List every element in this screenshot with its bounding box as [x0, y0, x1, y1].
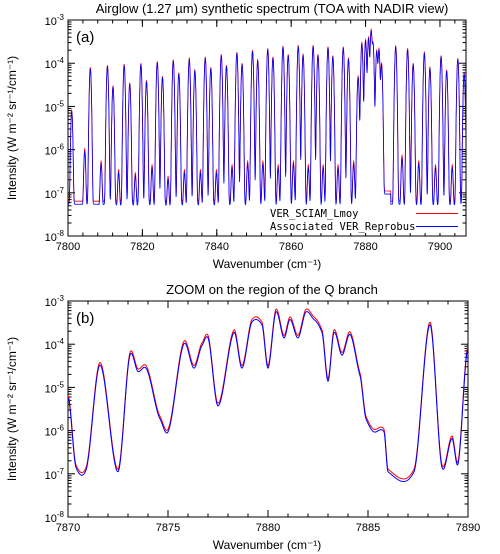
panel-b-x-axis-label: Wavenumber (cm⁻¹) [213, 538, 322, 552]
y-tick-label: 10-3 [45, 294, 65, 309]
panel-b-plot-area [67, 300, 469, 518]
y-tick-label: 10-5 [45, 99, 65, 114]
x-tick-label: 7900 [428, 241, 452, 253]
series-line-reprobus [67, 311, 469, 483]
y-tick-label: 10-4 [45, 56, 65, 71]
y-tick-label: 10-4 [45, 337, 65, 352]
panel-a-x-axis-label: Wavenumber (cm⁻¹) [213, 257, 322, 271]
x-tick-label: 7885 [356, 522, 380, 534]
panel-b-series-lines [67, 308, 469, 483]
panel-b-y-axis-label: Intensity (W m⁻² sr⁻¹/cm⁻¹) [5, 337, 19, 481]
panel-b: ZOOM on the region of the Q branch (b) 7… [5, 282, 480, 552]
x-tick-label: 7890 [456, 522, 480, 534]
panel-a-label: (a) [76, 29, 94, 46]
y-tick-label: 10-6 [45, 143, 65, 158]
y-tick-label: 10-6 [45, 424, 65, 439]
panel-b-x-ticks: 7870 7875 7880 7885 7890 [56, 301, 480, 534]
x-tick-label: 7820 [130, 241, 154, 253]
x-tick-label: 7840 [205, 241, 229, 253]
x-tick-label: 7860 [279, 241, 303, 253]
x-tick-label: 7870 [56, 522, 80, 534]
x-tick-label: 7875 [156, 522, 180, 534]
panel-a-title: Airglow (1.27 µm) synthetic spectrum (TO… [96, 1, 449, 16]
y-tick-label: 10-3 [45, 13, 65, 28]
panel-b-label: (b) [76, 310, 94, 327]
legend-label-sciam: VER_SCIAM_Lmoy [270, 208, 359, 220]
panel-a-series-lines [68, 28, 467, 206]
legend-background [264, 206, 462, 233]
x-tick-label: 7880 [256, 522, 280, 534]
x-tick-label: 7800 [56, 241, 80, 253]
series-line-reprobus [68, 29, 467, 206]
panel-a-y-axis-label: Intensity (W m⁻² sr⁻¹/cm⁻¹) [5, 56, 19, 200]
y-tick-label: 10-7 [45, 186, 65, 201]
x-tick-label: 7880 [353, 241, 377, 253]
panel-a: Airglow (1.27 µm) synthetic spectrum (TO… [5, 1, 467, 271]
series-line-sciam [67, 308, 469, 480]
panel-b-title: ZOOM on the region of the Q branch [166, 282, 378, 297]
panel-a-x-ticks: 7800 7820 7840 7860 7880 7900 [56, 20, 456, 253]
y-tick-label: 10-7 [45, 467, 65, 482]
y-tick-label: 10-5 [45, 380, 65, 395]
panel-a-legend: VER_SCIAM_Lmoy Associated VER_Reprobus [264, 206, 462, 233]
legend-label-reprobus: Associated VER_Reprobus [270, 221, 415, 233]
